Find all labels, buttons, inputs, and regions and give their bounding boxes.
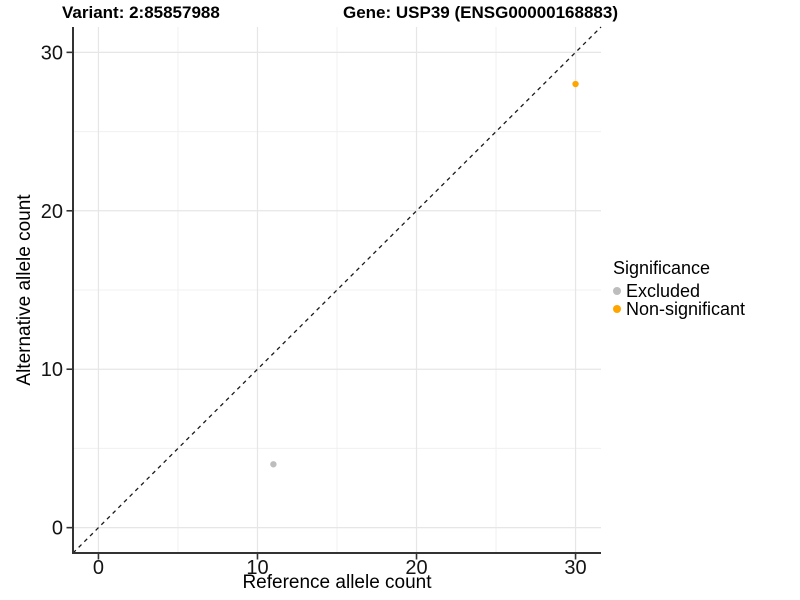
legend: Significance Excluded Non-significant: [613, 258, 746, 319]
y-axis-label: Alternative allele count: [14, 194, 35, 386]
legend-item-non-significant: Non-significant: [613, 298, 746, 319]
legend-title: Significance: [613, 258, 711, 278]
legend-item-label: Non-significant: [626, 298, 746, 319]
y-tick-label: 30: [41, 42, 63, 64]
x-axis-label: Reference allele count: [242, 572, 432, 593]
variant-title: Variant: 2:85857988: [62, 3, 220, 22]
legend-dot-icon: [613, 305, 621, 313]
y-tick-label: 20: [41, 201, 63, 223]
x-tick-label: 20: [405, 557, 427, 579]
point-non-significant: [572, 80, 579, 88]
legend-item-label: Excluded: [626, 280, 701, 301]
y-tick-label: 0: [52, 518, 63, 540]
legend-dot-icon: [613, 287, 621, 295]
point-excluded: [270, 461, 277, 468]
legend-items: Excluded Non-significant: [613, 280, 746, 319]
x-tick-label: 10: [246, 557, 268, 579]
gene-title: Gene: USP39 (ENSG00000168883): [343, 3, 618, 22]
x-tick-label: 30: [564, 557, 586, 579]
legend-item-excluded: Excluded: [613, 280, 745, 301]
y-tick-label: 10: [41, 359, 63, 381]
x-tick-label: 0: [93, 557, 104, 579]
